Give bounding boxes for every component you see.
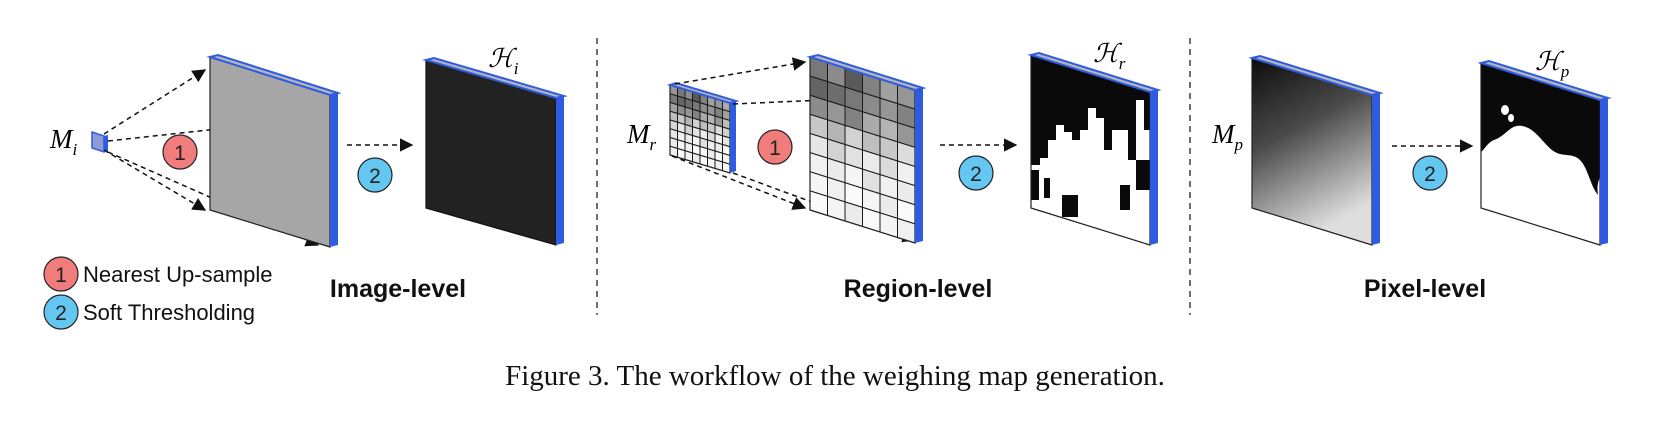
step-1-badge-image: 1 — [162, 134, 198, 170]
svg-text:2: 2 — [970, 163, 982, 186]
svg-text:Nearest Up-sample: Nearest Up-sample — [83, 262, 273, 287]
input-symbol-mp: Mp — [1211, 119, 1243, 154]
legend-item-soft-thresholding: 2 Soft Thresholding — [43, 294, 255, 330]
input-symbol-mr: Mr — [626, 119, 657, 154]
pixel-level-section: Mp 2 ℋp Pixel-level — [1211, 47, 1612, 303]
step-2-badge-pixel: 2 — [1412, 155, 1448, 191]
section-label-region-level: Region-level — [844, 275, 993, 303]
svg-text:2: 2 — [369, 165, 381, 188]
output-map-hr — [1027, 51, 1162, 246]
output-symbol-hi: ℋi — [488, 44, 519, 78]
output-symbol-hp: ℋp — [1535, 47, 1569, 81]
legend-item-nearest-upsample: 1 Nearest Up-sample — [43, 256, 273, 292]
svg-text:Soft Thresholding: Soft Thresholding — [83, 300, 255, 325]
section-label-pixel-level: Pixel-level — [1364, 275, 1486, 303]
upsampled-map-image — [206, 53, 342, 248]
input-map-mi — [91, 130, 108, 154]
image-level-section: Mi 1 2 — [49, 44, 568, 303]
svg-text:2: 2 — [55, 302, 67, 325]
output-symbol-hr: ℋr — [1093, 39, 1126, 73]
input-symbol-mi: Mi — [49, 124, 78, 159]
step-1-badge-region: 1 — [757, 129, 793, 165]
upsampled-map-region — [806, 53, 927, 244]
input-map-mr — [666, 81, 740, 174]
output-map-hi — [422, 56, 568, 246]
svg-text:2: 2 — [1424, 163, 1436, 186]
svg-text:1: 1 — [769, 137, 781, 160]
figure-caption: Figure 3. The workflow of the weighing m… — [505, 360, 1165, 392]
svg-text:1: 1 — [174, 142, 186, 165]
svg-text:1: 1 — [55, 264, 67, 287]
section-label-image-level: Image-level — [330, 275, 466, 303]
input-map-mp — [1248, 54, 1384, 246]
step-2-badge-region: 2 — [958, 155, 994, 191]
step-2-badge-image: 2 — [357, 157, 393, 193]
region-level-section: Mr 1 2 — [626, 39, 1162, 303]
legend: 1 Nearest Up-sample 2 Soft Thresholding — [43, 256, 273, 330]
